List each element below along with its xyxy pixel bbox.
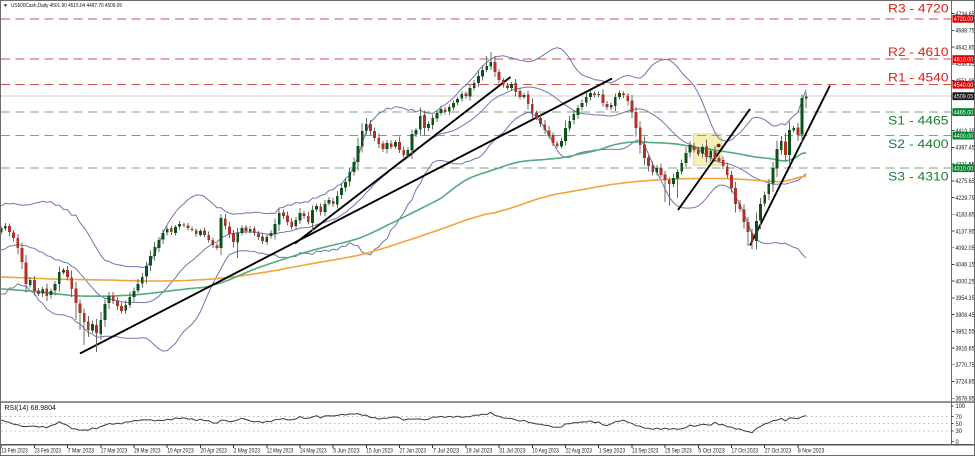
svg-text:13 Sep 2023: 13 Sep 2023 [632, 448, 659, 455]
svg-text:4310.00: 4310.00 [954, 166, 974, 173]
svg-text:20 Apr 2023: 20 Apr 2023 [200, 448, 227, 455]
svg-text:4413.35: 4413.35 [956, 128, 975, 135]
svg-text:R3 - 4720: R3 - 4720 [888, 4, 949, 16]
svg-text:4367.45: 4367.45 [956, 145, 975, 152]
svg-text:50: 50 [956, 421, 963, 428]
svg-text:4137.95: 4137.95 [956, 228, 975, 235]
svg-text:US500Cash,Daily 4501.90 4515.: US500Cash,Daily 4501.90 4515.04 4497.70 … [11, 3, 122, 9]
svg-text:4046.15: 4046.15 [956, 262, 975, 269]
svg-text:1 Sep 2023: 1 Sep 2023 [599, 448, 626, 455]
svg-text:24 May 2023: 24 May 2023 [300, 448, 327, 455]
svg-text:15 Jun 2023: 15 Jun 2023 [366, 448, 393, 455]
svg-text:4720.00: 4720.00 [954, 16, 974, 23]
svg-text:4642.85: 4642.85 [956, 44, 975, 51]
svg-text:3678.95: 3678.95 [956, 396, 975, 403]
svg-text:4465.00: 4465.00 [954, 110, 974, 117]
svg-text:17 Oct 2023: 17 Oct 2023 [732, 448, 759, 455]
svg-text:7 Jul 2023: 7 Jul 2023 [433, 448, 460, 455]
svg-text:19 Jul 2023: 19 Jul 2023 [466, 448, 493, 455]
svg-text:0: 0 [956, 439, 960, 446]
svg-text:S2 - 4400: S2 - 4400 [888, 139, 949, 151]
svg-text:70: 70 [956, 414, 963, 421]
svg-text:3954.35: 3954.35 [956, 295, 975, 302]
svg-text:30: 30 [956, 428, 963, 435]
svg-text:7 Mar 2023: 7 Mar 2023 [68, 448, 95, 455]
svg-text:4000.25: 4000.25 [956, 278, 975, 285]
svg-text:31 Jul 2023: 31 Jul 2023 [499, 448, 526, 455]
svg-text:4183.85: 4183.85 [956, 212, 975, 219]
svg-text:4734.65: 4734.65 [956, 11, 975, 18]
svg-text:22 Aug 2023: 22 Aug 2023 [566, 448, 593, 455]
svg-text:29 Mar 2023: 29 Mar 2023 [134, 448, 161, 455]
svg-text:8 Nov 2023: 8 Nov 2023 [798, 448, 825, 455]
svg-text:4596.95: 4596.95 [956, 61, 975, 68]
svg-text:4540.00: 4540.00 [954, 82, 974, 89]
svg-text:13 Feb 2023: 13 Feb 2023 [1, 448, 28, 455]
svg-text:3770.75: 3770.75 [956, 362, 975, 369]
svg-text:5 Oct 2023: 5 Oct 2023 [698, 448, 725, 455]
svg-text:3816.65: 3816.65 [956, 345, 975, 352]
svg-text:3862.55: 3862.55 [956, 329, 975, 336]
svg-text:100: 100 [956, 403, 966, 410]
svg-text:27 Oct 2023: 27 Oct 2023 [765, 448, 792, 455]
svg-text:4092.05: 4092.05 [956, 245, 975, 252]
svg-text:10 Apr 2023: 10 Apr 2023 [167, 448, 194, 455]
svg-text:27 Jun 2023: 27 Jun 2023 [400, 448, 427, 455]
svg-text:4275.65: 4275.65 [956, 178, 975, 185]
svg-text:4688.75: 4688.75 [956, 28, 975, 35]
svg-text:3908.45: 3908.45 [956, 312, 975, 319]
svg-text:4400.00: 4400.00 [954, 133, 974, 140]
svg-text:4229.75: 4229.75 [956, 195, 975, 202]
svg-text:S1 - 4465: S1 - 4465 [888, 116, 949, 128]
svg-text:3724.85: 3724.85 [956, 379, 975, 386]
svg-text:17 Mar 2023: 17 Mar 2023 [101, 448, 128, 455]
svg-text:25 Sep 2023: 25 Sep 2023 [665, 448, 692, 455]
svg-text:10 Aug 2023: 10 Aug 2023 [532, 448, 559, 455]
svg-text:12 May 2023: 12 May 2023 [267, 448, 294, 455]
svg-text:2 May 2023: 2 May 2023 [234, 448, 261, 455]
svg-text:R1 - 4540: R1 - 4540 [888, 72, 949, 84]
svg-text:5 Jun 2023: 5 Jun 2023 [333, 448, 360, 455]
svg-text:S3 - 4310: S3 - 4310 [888, 172, 949, 184]
svg-text:4509.05: 4509.05 [954, 94, 974, 101]
svg-text:23 Feb 2023: 23 Feb 2023 [34, 448, 61, 455]
svg-text:4610.00: 4610.00 [954, 57, 974, 64]
svg-text:R2 - 4610: R2 - 4610 [888, 47, 949, 59]
svg-text:RSI(14) 68.9804: RSI(14) 68.9804 [5, 405, 56, 412]
